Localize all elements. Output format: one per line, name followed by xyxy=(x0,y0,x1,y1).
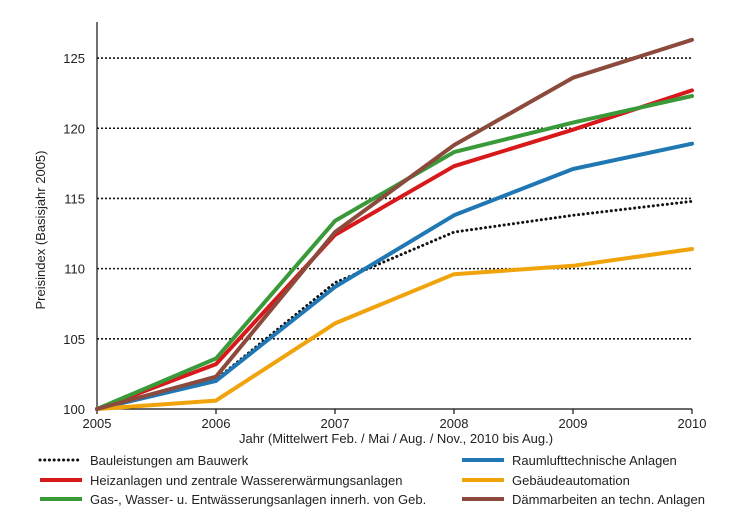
y-tick-label: 100 xyxy=(63,402,85,417)
x-tick-label: 2006 xyxy=(202,416,231,431)
legend-label: Gas-, Wasser- u. Entwässerungsanlagen in… xyxy=(90,492,426,507)
y-tick-label: 110 xyxy=(64,262,85,277)
axes xyxy=(96,22,693,414)
y-tick-labels: 100 105 110 115 120 125 xyxy=(63,51,85,417)
series-line-1 xyxy=(95,141,694,411)
y-tick-label: 125 xyxy=(63,51,85,66)
x-tick-label: 2009 xyxy=(559,416,588,431)
legend-label: Raumlufttechnische Anlagen xyxy=(512,453,677,468)
legend-label: Dämmarbeiten an techn. Anlagen xyxy=(512,492,705,507)
legend-label: Heizanlagen und zentrale Wassererwärmung… xyxy=(90,473,402,488)
series-line-0 xyxy=(95,199,694,411)
x-tick-label: 2005 xyxy=(83,416,112,431)
legend-label: Gebäudeautomation xyxy=(512,473,630,488)
y-tick-label: 115 xyxy=(64,191,85,206)
x-axis-label: Jahr (Mittelwert Feb. / Mai / Aug. / Nov… xyxy=(239,431,553,446)
x-tick-label: 2010 xyxy=(678,416,707,431)
series-line-2 xyxy=(95,88,694,411)
y-tick-label: 120 xyxy=(63,121,85,136)
series-line-5 xyxy=(95,37,694,411)
series-line-3 xyxy=(95,247,694,411)
y-tick-label: 105 xyxy=(63,332,85,347)
legend-label: Bauleistungen am Bauwerk xyxy=(90,453,249,468)
series-lines xyxy=(95,37,694,411)
x-tick-labels: 2005 2006 2007 2008 2009 2010 xyxy=(83,416,707,431)
y-axis-label: Preisindex (Basisjahr 2005) xyxy=(33,151,48,310)
x-tick-label: 2007 xyxy=(321,416,350,431)
legend: Bauleistungen am Bauwerk Raumlufttechnisc… xyxy=(38,453,705,507)
x-tick-label: 2008 xyxy=(440,416,469,431)
